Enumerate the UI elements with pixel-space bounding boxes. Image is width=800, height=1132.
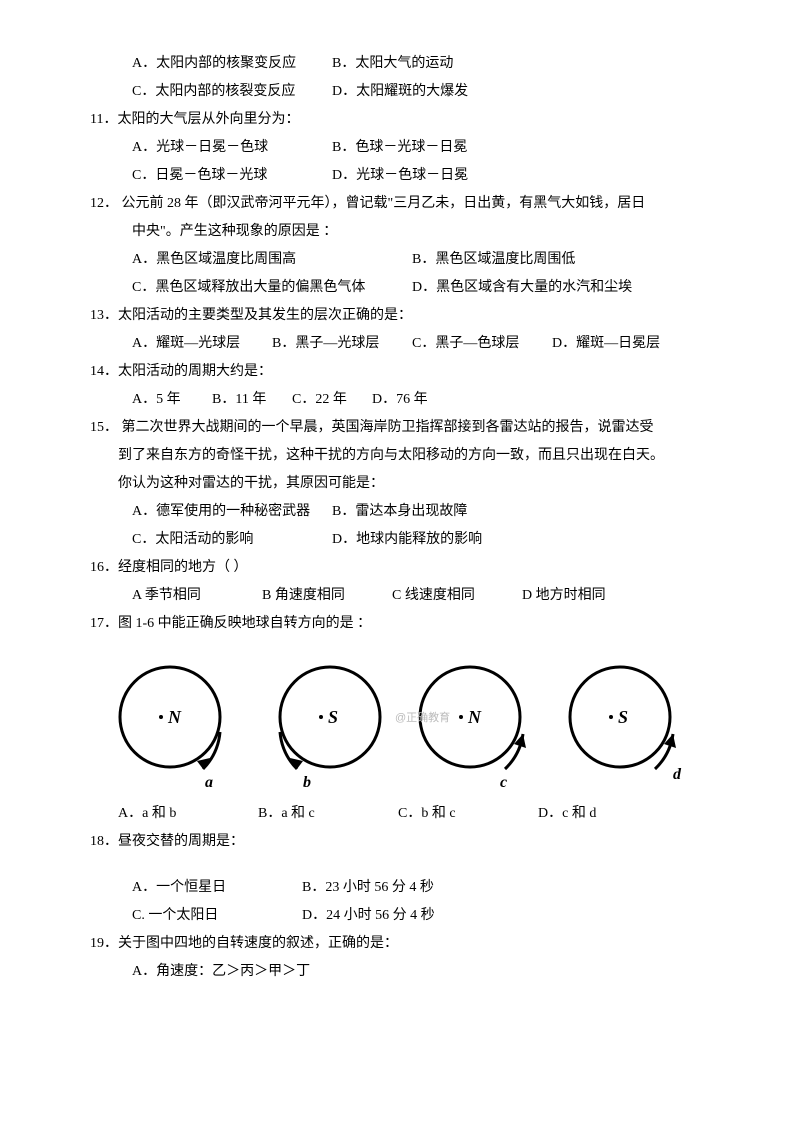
q13-option-row: A．耀斑—光球层 B．黑子—光球层 C．黑子—色球层 D．耀斑—日冕层 — [90, 330, 710, 358]
q13-opt-c: C．黑子—色球层 — [412, 330, 552, 358]
q13-opt-b: B．黑子—光球层 — [272, 330, 412, 358]
q16-opt-b: B 角速度相同 — [262, 582, 392, 610]
q16-stem: 16．经度相同的地方（ ） — [90, 554, 710, 582]
q10-opt-b: B．太阳大气的运动 — [332, 50, 532, 78]
q17-opt-b: B．a 和 c — [258, 800, 398, 828]
q16-option-row: A 季节相同 B 角速度相同 C 线速度相同 D 地方时相同 — [90, 582, 710, 610]
q18-option-row-2: C. 一个太阳日 D．24 小时 56 分 4 秒 — [90, 902, 710, 930]
q11-opt-a: A．光球－日冕－色球 — [132, 134, 332, 162]
q15-opt-d: D．地球内能释放的影响 — [332, 526, 532, 554]
watermark-text: @正确教育 — [395, 707, 450, 729]
q18-opt-b: B．23 小时 56 分 4 秒 — [302, 874, 434, 902]
q12-option-row-2: C．黑色区域释放出大量的偏黑色气体 D．黑色区域含有大量的水汽和尘埃 — [90, 274, 710, 302]
q16-opt-c: C 线速度相同 — [392, 582, 522, 610]
q13-stem: 13．太阳活动的主要类型及其发生的层次正确的是： — [90, 302, 710, 330]
q12-opt-b: B．黑色区域温度比周围低 — [412, 246, 575, 274]
q13-opt-d: D．耀斑—日冕层 — [552, 330, 692, 358]
svg-text:N: N — [167, 707, 182, 727]
q17-diagram-a: N a — [105, 652, 245, 792]
q17-option-row: A．a 和 b B．a 和 c C．b 和 c D．c 和 d — [90, 800, 710, 828]
q11-opt-b: B．色球－光球－日冕 — [332, 134, 532, 162]
svg-text:N: N — [467, 707, 482, 727]
q11-option-row-1: A．光球－日冕－色球 B．色球－光球－日冕 — [90, 134, 710, 162]
q12-opt-c: C．黑色区域释放出大量的偏黑色气体 — [132, 274, 412, 302]
q17-stem: 17．图 1-6 中能正确反映地球自转方向的是 ： — [90, 610, 710, 638]
q15-opt-c: C．太阳活动的影响 — [132, 526, 332, 554]
svg-text:c: c — [500, 774, 507, 791]
q17-diagram-row: N a S b N — [90, 652, 710, 792]
q10-option-row-2: C．太阳内部的核裂变反应 D．太阳耀斑的大爆发 — [90, 78, 710, 106]
q14-opt-c: C．22 年 — [292, 386, 372, 414]
q15-stem-2: 到了来自东方的奇怪干扰，这种干扰的方向与太阳移动的方向一致，而且只出现在白天。 — [90, 442, 710, 470]
q17-diagram-c: N c @正确教育 — [405, 652, 545, 792]
q18-opt-c: C. 一个太阳日 — [132, 902, 302, 930]
q10-option-row-1: A．太阳内部的核聚变反应 B．太阳大气的运动 — [90, 50, 710, 78]
q17-opt-c: C．b 和 c — [398, 800, 538, 828]
q12-stem-1: 12． 公元前 28 年（即汉武帝河平元年），曾记载"三月乙未，日出黄，有黑气大… — [90, 190, 710, 218]
q15-stem-3: 你认为这种对雷达的干扰，其原因可能是： — [90, 470, 710, 498]
q15-opt-b: B．雷达本身出现故障 — [332, 498, 532, 526]
q11-option-row-2: C．日冕－色球－光球 D．光球－色球－日冕 — [90, 162, 710, 190]
q16-opt-d: D 地方时相同 — [522, 582, 652, 610]
q18-option-row-1: A．一个恒星日 B．23 小时 56 分 4 秒 — [90, 874, 710, 902]
q15-option-row-2: C．太阳活动的影响 D．地球内能释放的影响 — [90, 526, 710, 554]
svg-text:a: a — [205, 774, 213, 791]
svg-text:d: d — [673, 766, 682, 783]
q17-opt-d: D．c 和 d — [538, 800, 678, 828]
svg-text:S: S — [328, 707, 338, 727]
q11-stem: 11．太阳的大气层从外向里分为： — [90, 106, 710, 134]
svg-text:S: S — [618, 707, 628, 727]
q19-stem: 19．关于图中四地的自转速度的叙述，正确的是： — [90, 930, 710, 958]
q16-opt-a: A 季节相同 — [132, 582, 262, 610]
q14-opt-a: A．5 年 — [132, 386, 212, 414]
q14-opt-b: B．11 年 — [212, 386, 292, 414]
q15-option-row-1: A．德军使用的一种秘密武器 B．雷达本身出现故障 — [90, 498, 710, 526]
q10-opt-d: D．太阳耀斑的大爆发 — [332, 78, 532, 106]
q12-option-row-1: A．黑色区域温度比周围高 B．黑色区域温度比周围低 — [90, 246, 710, 274]
q12-stem-2: 中央"。产生这种现象的原因是 ： — [90, 218, 710, 246]
q19-opt-a: A．角速度：乙＞丙＞甲＞丁 — [90, 958, 710, 986]
q17-opt-a: A．a 和 b — [118, 800, 258, 828]
q17-diagram-d: S d — [555, 652, 695, 792]
q11-opt-d: D．光球－色球－日冕 — [332, 162, 532, 190]
q14-option-row: A．5 年 B．11 年 C．22 年 D．76 年 — [90, 386, 710, 414]
q15-opt-a: A．德军使用的一种秘密武器 — [132, 498, 332, 526]
q14-stem: 14．太阳活动的周期大约是： — [90, 358, 710, 386]
q10-opt-a: A．太阳内部的核聚变反应 — [132, 50, 332, 78]
q13-opt-a: A．耀斑—光球层 — [132, 330, 272, 358]
q12-opt-d: D．黑色区域含有大量的水汽和尘埃 — [412, 274, 632, 302]
q18-opt-d: D．24 小时 56 分 4 秒 — [302, 902, 435, 930]
svg-text:b: b — [303, 774, 311, 791]
q11-opt-c: C．日冕－色球－光球 — [132, 162, 332, 190]
q12-opt-a: A．黑色区域温度比周围高 — [132, 246, 412, 274]
q18-stem: 18．昼夜交替的周期是： — [90, 828, 710, 856]
q10-opt-c: C．太阳内部的核裂变反应 — [132, 78, 332, 106]
q14-opt-d: D．76 年 — [372, 386, 452, 414]
q18-opt-a: A．一个恒星日 — [132, 874, 302, 902]
q15-stem-1: 15． 第二次世界大战期间的一个早晨，英国海岸防卫指挥部接到各雷达站的报告，说雷… — [90, 414, 710, 442]
exam-page: A．太阳内部的核聚变反应 B．太阳大气的运动 C．太阳内部的核裂变反应 D．太阳… — [0, 0, 800, 1036]
q17-diagram-b: S b — [255, 652, 395, 792]
